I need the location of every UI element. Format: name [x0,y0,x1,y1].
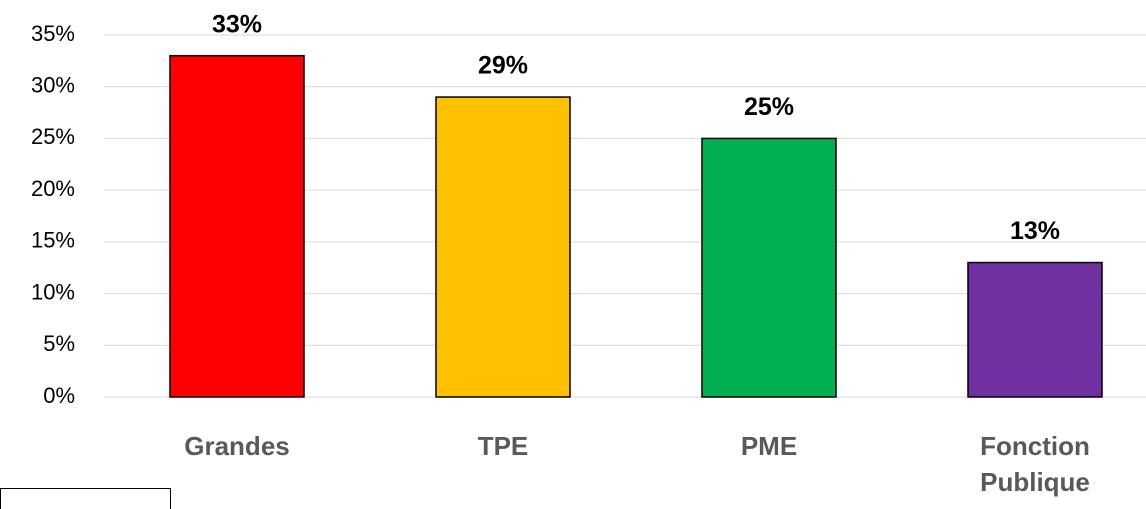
y-tick-label: 30% [31,73,75,98]
value-label: 13% [1010,217,1060,245]
value-label: 33% [212,10,262,38]
y-tick-label: 25% [31,124,75,149]
y-tick-label: 10% [31,279,75,304]
x-tick-label: PME [740,431,798,461]
x-tick-label: Fonction Publique [980,431,1090,497]
y-tick-label: 15% [31,228,75,253]
bar [169,54,305,398]
y-tick-label: 35% [31,21,75,46]
frame-box [0,488,171,509]
x-tick-label: TPE [477,431,529,461]
bar [701,137,837,398]
y-tick-label: 20% [31,176,75,201]
x-tick-label: Grandes [184,431,290,461]
y-tick-label: 5% [43,331,75,356]
value-label: 29% [478,52,528,80]
y-tick-label: 0% [43,383,75,408]
value-label: 25% [744,93,794,121]
bar [967,261,1103,398]
bar [435,96,571,398]
